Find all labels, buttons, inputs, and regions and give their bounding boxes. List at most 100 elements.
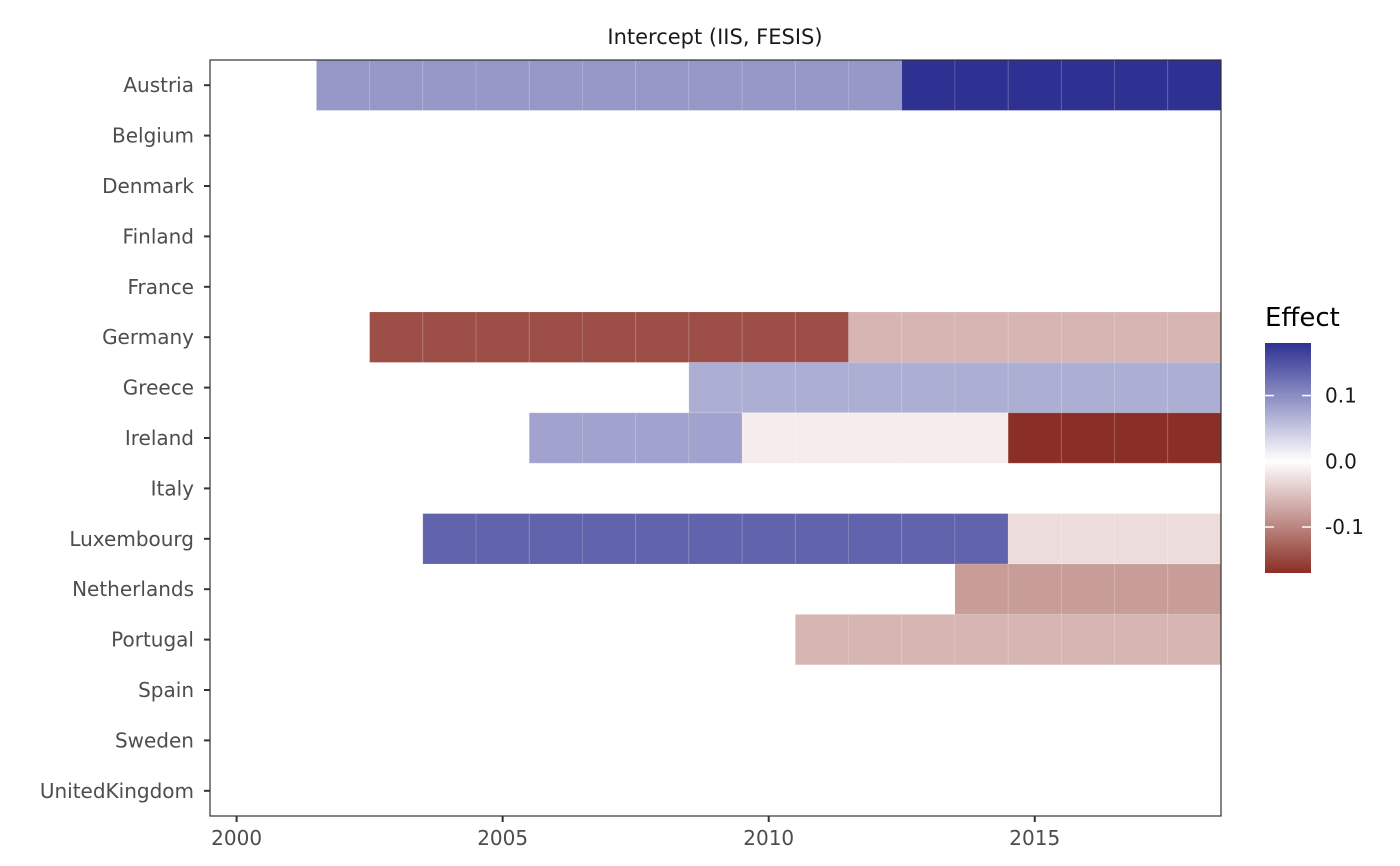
heatmap-cell [1007,311,1062,363]
heatmap-cell [422,59,477,111]
heatmap-cell [1114,59,1169,111]
heatmap-cells [315,59,1222,666]
heatmap-cell [741,412,796,464]
heatmap-cell [848,59,903,111]
heatmap-cell [688,361,743,414]
heatmap-cell [528,412,583,464]
heatmap-cell [794,361,850,414]
legend-tick-label: 0.1 [1325,384,1357,408]
heatmap-cell [954,311,1009,363]
y-tick-label: Luxembourg [69,527,194,551]
heatmap-cell [848,311,903,363]
heatmap-cell [1060,59,1116,111]
heatmap-cell [1167,563,1222,615]
heatmap-cell [848,513,903,565]
heatmap-cell [1060,613,1116,666]
x-tick-label: 2000 [211,826,262,850]
heatmap-cell [794,59,850,111]
heatmap-cell [848,613,903,666]
y-tick-label: Spain [138,678,194,702]
heatmap-cell [475,311,530,363]
heatmap-cell [794,613,850,666]
heatmap-cell [1060,513,1116,565]
heatmap-cell [954,412,1009,464]
heatmap-cell [1007,613,1062,666]
y-axis: Austria Belgium Denmark Finland France German… [40,73,210,803]
heatmap-cell [528,311,583,363]
heatmap-cell [741,311,796,363]
heatmap-cell [315,59,371,111]
heatmap-cell [1114,361,1169,414]
heatmap-cell [1007,361,1062,414]
heatmap-cell [901,59,956,111]
heatmap-cell [1060,412,1116,464]
legend-tick-label: -0.1 [1325,515,1364,539]
y-tick-label: Finland [123,224,194,248]
legend-title: Effect [1265,303,1340,333]
heatmap-cell [1060,361,1116,414]
heatmap-cell [635,311,690,363]
heatmap-cell [475,59,530,111]
x-tick-label: 2005 [477,826,528,850]
legend-colorbar [1265,343,1311,573]
heatmap-cell [794,412,850,464]
heatmap-cell [1114,513,1169,565]
heatmap-cell [688,311,743,363]
heatmap-cell [901,513,956,565]
heatmap-cell [901,311,956,363]
heatmap-cell [1060,311,1116,363]
y-tick-label: Germany [102,325,194,349]
heatmap-cell [954,59,1009,111]
y-tick-label: Portugal [111,628,194,652]
heatmap-cell [369,59,424,111]
heatmap-cell [1007,563,1062,615]
heatmap-cell [1167,412,1222,464]
heatmap-cell [688,412,743,464]
heatmap-cell [528,59,583,111]
y-tick-label: Greece [123,376,194,400]
heatmap-cell [581,311,637,363]
legend-ticks: 0.1 0.0 -0.1 [1265,384,1364,539]
heatmap-cell [1114,311,1169,363]
heatmap-cell [528,513,583,565]
y-tick-label: Belgium [112,124,194,148]
heatmap-cell [581,513,637,565]
x-tick-label: 2010 [743,826,794,850]
heatmap-cell [581,412,637,464]
heatmap-cell [848,412,903,464]
heatmap-cell [794,513,850,565]
heatmap-cell [954,613,1009,666]
chart-title: Intercept (IIS, FESIS) [607,25,822,49]
heatmap-cell [422,513,477,565]
heatmap-cell [954,513,1009,565]
heatmap-cell [581,59,637,111]
y-tick-label: Sweden [115,728,194,752]
y-tick-label: Denmark [102,174,194,198]
heatmap-cell [1114,613,1169,666]
x-tick-label: 2015 [1009,826,1060,850]
heatmap-cell [422,311,477,363]
heatmap-cell [369,311,424,363]
y-tick-label: Ireland [125,426,194,450]
heatmap-cell [1167,513,1222,565]
heatmap-cell [1007,513,1062,565]
heatmap-cell [901,412,956,464]
heatmap-cell [635,513,690,565]
heatmap-cell [1060,563,1116,615]
heatmap-cell [688,513,743,565]
heatmap-cell [1114,412,1169,464]
y-tick-label: Italy [151,476,195,500]
heatmap-cell [1007,412,1062,464]
heatmap-cell [1167,613,1222,666]
y-tick-label: Netherlands [72,577,194,601]
heatmap-cell [954,361,1009,414]
heatmap-cell [954,563,1009,615]
legend-tick-label: 0.0 [1325,449,1357,473]
heatmap-cell [901,361,956,414]
heatmap-cell [1007,59,1062,111]
heatmap-cell [688,59,743,111]
heatmap-cell [741,361,796,414]
heatmap-cell [635,59,690,111]
heatmap-cell [1167,59,1222,111]
